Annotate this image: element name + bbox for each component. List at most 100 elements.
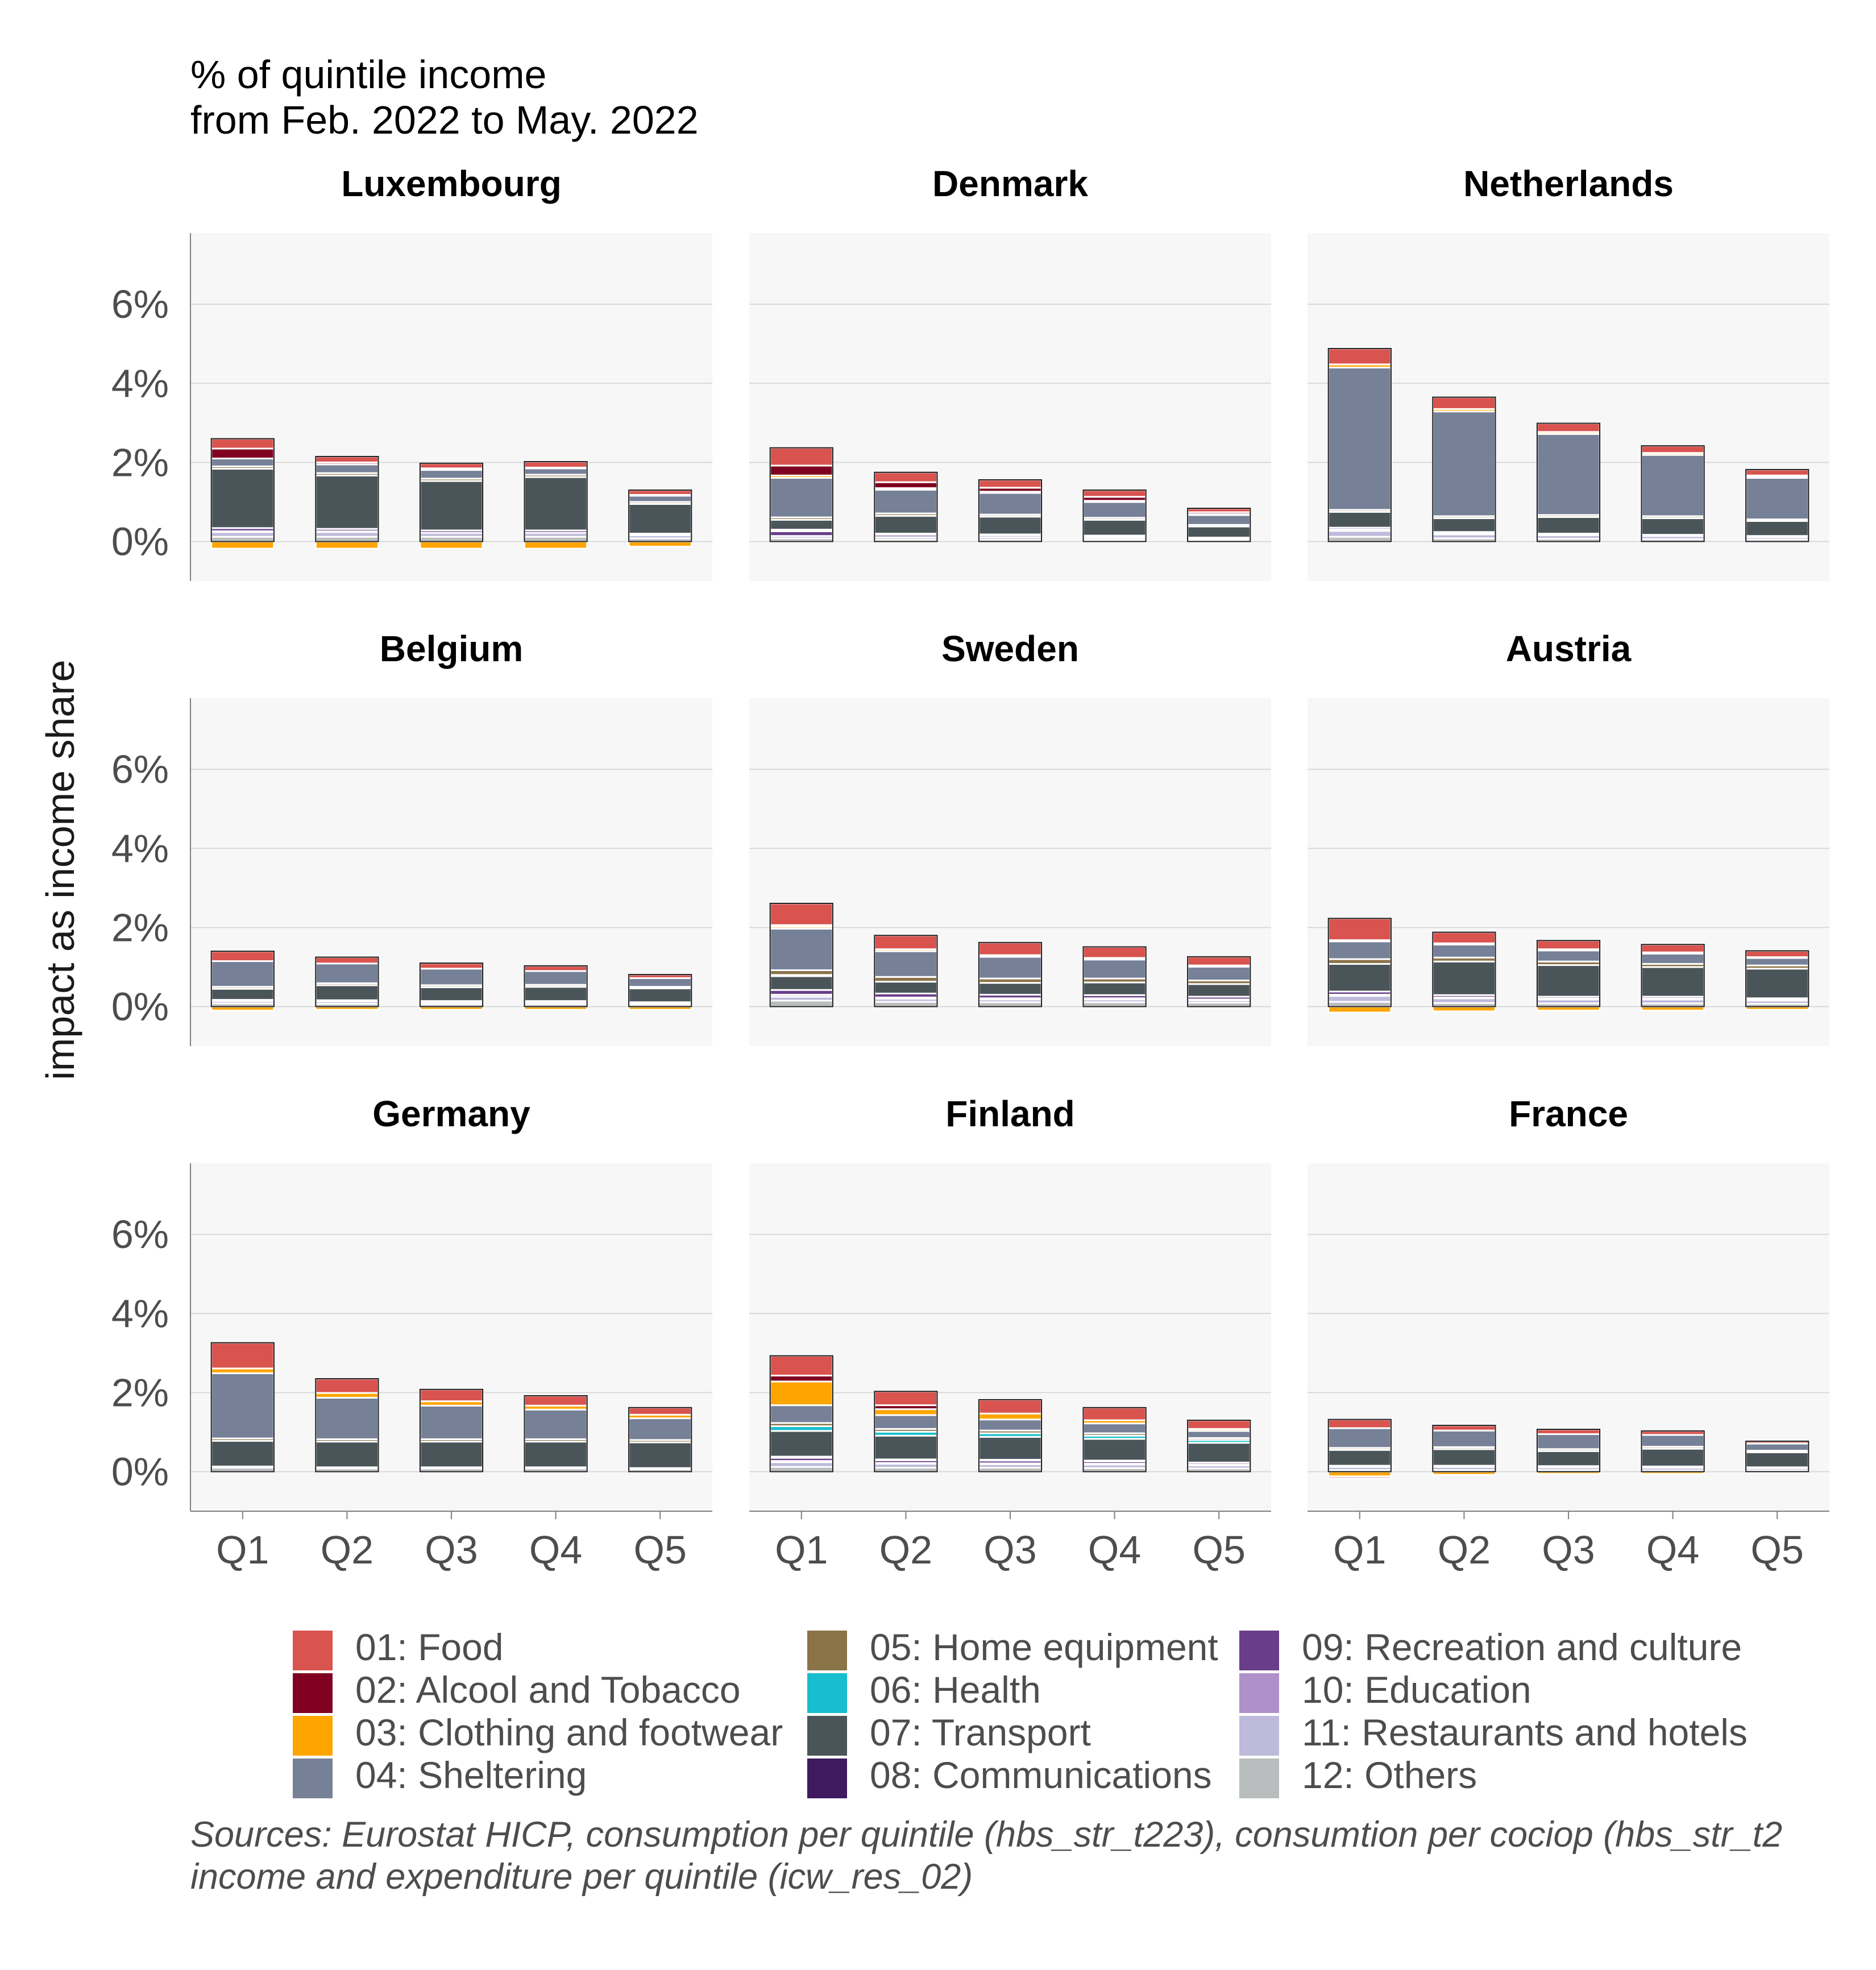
bar-segment-07 (1745, 520, 1809, 537)
bar-segment-04 (419, 1404, 484, 1440)
y-tick-label: 0% (111, 984, 169, 1028)
bar-segment-04 (1186, 1430, 1251, 1439)
bar-segment-01 (210, 950, 275, 962)
legend-label: 01: Food (355, 1626, 504, 1668)
bar-segment-04 (1745, 957, 1809, 967)
x-tick-label: Q3 (1542, 1528, 1595, 1572)
bar-belgium-q2 (314, 956, 379, 1011)
legend-label: 02: Alcool and Tobacco (355, 1669, 741, 1711)
legend-swatch (293, 1759, 333, 1798)
legend-item-03: 03: Clothing and footwear (293, 1711, 783, 1756)
bar-outline (628, 1407, 692, 1473)
bar-segment-11 (1327, 995, 1392, 1003)
bar-segment-01 (419, 962, 484, 970)
bar-segment-04 (1186, 514, 1251, 526)
panel-denmark: Denmark (749, 163, 1271, 581)
bar-outline (1187, 508, 1251, 542)
bar-germany-q3 (419, 1388, 484, 1473)
x-tick-label: Q3 (983, 1528, 1036, 1572)
bar-segment-07 (524, 986, 588, 1002)
bar-luxembourg-q5 (628, 489, 692, 548)
legend-label: 11: Restaurants and hotels (1302, 1711, 1748, 1753)
bar-austria-q1 (1327, 917, 1392, 1014)
bar-segment-01 (314, 455, 379, 463)
bar-segment-04 (524, 467, 588, 476)
bar-outline (1745, 950, 1809, 1007)
bar-segment-07 (1536, 964, 1601, 998)
bar-segment-04 (1641, 952, 1705, 965)
bar-segment-04 (1082, 959, 1147, 980)
bar-denmark-q1 (769, 447, 834, 542)
bar-outline (769, 447, 833, 542)
bar-outline (1536, 422, 1601, 542)
bar-segment-03 (1641, 1005, 1705, 1011)
bar-outline (1082, 490, 1147, 542)
x-tick-label: Q2 (321, 1528, 373, 1572)
bar-luxembourg-q1 (210, 438, 275, 550)
panel-netherlands: Netherlands (1308, 163, 1829, 581)
bar-segment-07 (1082, 981, 1147, 996)
chart-subtitle: from Feb. 2022 to May. 2022 (190, 98, 699, 142)
bar-outline (524, 965, 588, 1007)
bar-segment-02 (769, 464, 834, 476)
legend-item-07: 07: Transport (807, 1711, 1091, 1756)
bar-belgium-q1 (210, 950, 275, 1011)
bar-segment-07 (524, 1441, 588, 1469)
y-tick-label: 6% (111, 282, 169, 326)
bar-outline (1745, 468, 1809, 542)
y-tick-label: 2% (111, 905, 169, 949)
bar-netherlands-q4 (1641, 445, 1705, 542)
legend-swatch (1239, 1673, 1279, 1713)
bar-segment-01 (1186, 507, 1251, 513)
bar-outline (978, 942, 1043, 1007)
legend-label: 06: Health (870, 1669, 1041, 1711)
bar-finland-q4 (1082, 1407, 1147, 1473)
bar-segment-04 (769, 476, 834, 519)
bar-luxembourg-q2 (314, 455, 379, 550)
bar-sweden-q4 (1082, 945, 1147, 1007)
bar-outline (315, 1378, 379, 1473)
bar-sweden-q3 (978, 942, 1043, 1007)
bar-segment-12 (769, 999, 834, 1007)
panel-title-finland: Finland (945, 1093, 1075, 1134)
bar-segment-07 (210, 988, 275, 1001)
legend-swatch (293, 1631, 333, 1670)
bar-segment-07 (1745, 1451, 1809, 1469)
bar-outline (1641, 445, 1705, 542)
legend-label: 12: Others (1302, 1754, 1477, 1796)
bar-segment-07 (1641, 966, 1705, 998)
bar-segment-04 (419, 469, 484, 480)
bar-segment-01 (769, 1355, 834, 1376)
bar-outline (628, 490, 692, 542)
bar-segment-01 (1745, 468, 1809, 476)
bar-segment-01 (1327, 1475, 1392, 1479)
bar-segment-07 (1082, 519, 1147, 537)
bar-segment-01 (524, 965, 588, 972)
y-tick-label: 2% (111, 1370, 169, 1415)
bar-segment-07 (978, 982, 1043, 996)
bar-segment-04 (1745, 476, 1809, 521)
bar-outline (978, 479, 1043, 542)
bar-netherlands-q3 (1536, 422, 1601, 542)
legend-item-11: 11: Restaurants and hotels (1239, 1711, 1748, 1756)
bar-segment-04 (628, 1417, 692, 1441)
legend-swatch (807, 1673, 847, 1713)
bar-finland-q5 (1186, 1419, 1251, 1473)
bar-segment-07 (628, 503, 692, 535)
x-tick-label: Q4 (1088, 1528, 1141, 1572)
bar-segment-07 (1641, 517, 1705, 536)
bar-segment-07 (769, 1430, 834, 1458)
bar-segment-04 (1431, 410, 1496, 517)
x-tick-label: Q1 (1333, 1528, 1386, 1572)
bar-belgium-q5 (628, 973, 692, 1011)
bar-segment-07 (1327, 511, 1392, 529)
bar-segment-03 (1327, 1005, 1392, 1014)
bar-france-q4 (1641, 1430, 1705, 1475)
bar-finland-q3 (978, 1399, 1043, 1473)
bar-segment-04 (314, 463, 379, 474)
bar-segment-07 (1186, 1442, 1251, 1463)
bar-segment-11 (1327, 530, 1392, 538)
x-tick-label: Q1 (775, 1528, 828, 1572)
bar-segment-07 (1186, 983, 1251, 998)
